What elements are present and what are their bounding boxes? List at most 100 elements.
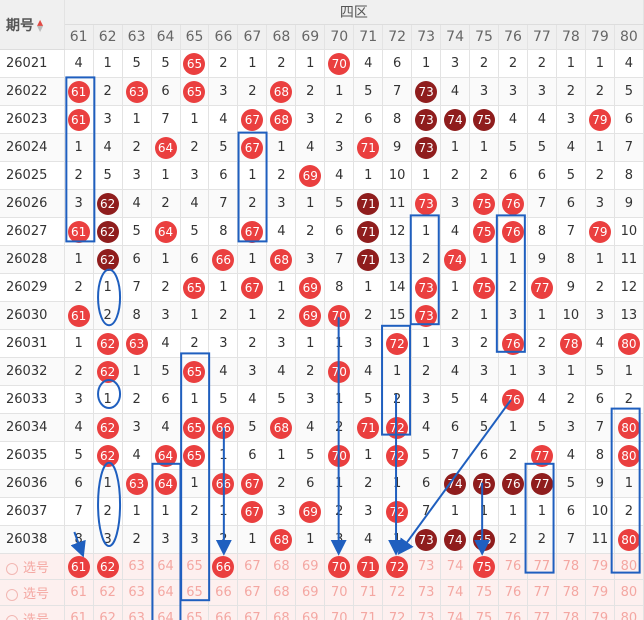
number-cell: 8 (556, 245, 586, 274)
select-number[interactable]: 72 (382, 605, 413, 620)
select-number[interactable]: 70 (324, 553, 355, 580)
select-cell-label[interactable]: 选号 (0, 605, 65, 620)
drawn-ball: 75 (473, 108, 496, 131)
number-cell: 80 (614, 441, 644, 470)
select-number[interactable]: 78 (556, 553, 586, 580)
select-number[interactable]: 76 (498, 553, 528, 580)
select-number[interactable]: 79 (585, 579, 615, 606)
selected-ball[interactable]: 61 (67, 555, 90, 578)
radio-icon[interactable] (6, 588, 18, 601)
select-number[interactable]: 61 (64, 579, 94, 606)
select-number[interactable]: 65 (180, 605, 210, 620)
number-cell: 76 (498, 385, 528, 414)
number-cell: 3 (208, 77, 239, 106)
select-number[interactable]: 73 (411, 605, 442, 620)
select-number[interactable]: 75 (469, 579, 499, 606)
select-number[interactable]: 80 (614, 605, 644, 620)
selected-ball[interactable]: 66 (212, 555, 235, 578)
select-number[interactable]: 77 (527, 605, 557, 620)
sort-icon[interactable]: ▲ ▼ (37, 17, 44, 33)
number-cell: 62 (93, 217, 123, 246)
select-number[interactable]: 61 (64, 605, 94, 620)
select-number[interactable]: 72 (382, 579, 413, 606)
select-number[interactable]: 71 (353, 605, 384, 620)
select-number[interactable]: 68 (266, 605, 297, 620)
selected-ball[interactable]: 62 (96, 555, 119, 578)
number-cell: 7 (440, 441, 471, 470)
select-cell-label[interactable]: 选号 (0, 579, 65, 606)
select-number[interactable]: 67 (237, 579, 268, 606)
radio-icon[interactable] (6, 562, 18, 575)
select-number[interactable]: 80 (614, 579, 644, 606)
select-number[interactable]: 74 (440, 553, 471, 580)
number-cell: 1 (585, 133, 615, 162)
select-number[interactable]: 75 (469, 605, 499, 620)
number-cell: 2 (324, 497, 355, 526)
select-number[interactable]: 75 (469, 553, 499, 580)
select-number[interactable]: 79 (585, 553, 615, 580)
select-number[interactable]: 64 (151, 553, 181, 580)
number-cell: 4 (151, 413, 181, 442)
select-number[interactable]: 63 (122, 553, 152, 580)
select-number[interactable]: 62 (93, 579, 123, 606)
number-cell: 5 (180, 217, 210, 246)
select-number[interactable]: 64 (151, 605, 181, 620)
number-cell: 5 (556, 469, 586, 498)
number-cell: 5 (353, 77, 384, 106)
select-number[interactable]: 70 (324, 605, 355, 620)
select-number[interactable]: 80 (614, 553, 644, 580)
number-cell: 3 (208, 329, 239, 358)
number-cell: 1 (93, 49, 123, 78)
radio-icon[interactable] (6, 614, 18, 620)
number-cell: 2 (440, 161, 471, 190)
number-cell: 66 (208, 245, 239, 274)
select-number[interactable]: 76 (498, 579, 528, 606)
select-number[interactable]: 73 (411, 579, 442, 606)
select-number[interactable]: 66 (208, 605, 239, 620)
select-number[interactable]: 69 (295, 553, 326, 580)
select-number[interactable]: 78 (556, 605, 586, 620)
select-number[interactable]: 77 (527, 579, 557, 606)
select-number[interactable]: 72 (382, 553, 413, 580)
select-number[interactable]: 74 (440, 579, 471, 606)
select-cell-label[interactable]: 选号 (0, 553, 65, 580)
select-number[interactable]: 66 (208, 553, 239, 580)
select-number[interactable]: 71 (353, 579, 384, 606)
select-number[interactable]: 63 (122, 579, 152, 606)
number-cell: 3 (556, 413, 586, 442)
select-number[interactable]: 65 (180, 579, 210, 606)
select-number[interactable]: 70 (324, 579, 355, 606)
number-cell: 3 (556, 105, 586, 134)
select-number[interactable]: 77 (527, 553, 557, 580)
select-number[interactable]: 71 (353, 553, 384, 580)
drawn-ball: 71 (357, 220, 380, 243)
select-number[interactable]: 78 (556, 579, 586, 606)
select-number[interactable]: 69 (295, 579, 326, 606)
select-number[interactable]: 62 (93, 605, 123, 620)
select-number[interactable]: 63 (122, 605, 152, 620)
select-number[interactable]: 68 (266, 579, 297, 606)
period-header[interactable]: 期号 ▲ ▼ (0, 0, 65, 50)
number-cell: 5 (295, 441, 326, 470)
select-number[interactable]: 68 (266, 553, 297, 580)
select-number[interactable]: 67 (237, 553, 268, 580)
select-number[interactable]: 74 (440, 605, 471, 620)
select-number[interactable]: 73 (411, 553, 442, 580)
select-number[interactable]: 65 (180, 553, 210, 580)
selected-ball[interactable]: 70 (328, 555, 351, 578)
select-number[interactable]: 79 (585, 605, 615, 620)
select-number[interactable]: 61 (64, 553, 94, 580)
number-cell: 5 (614, 77, 644, 106)
number-cell: 75 (469, 189, 499, 218)
selected-ball[interactable]: 71 (357, 555, 380, 578)
select-number[interactable]: 62 (93, 553, 123, 580)
select-number[interactable]: 66 (208, 579, 239, 606)
select-number[interactable]: 69 (295, 605, 326, 620)
select-number[interactable]: 67 (237, 605, 268, 620)
select-number[interactable]: 64 (151, 579, 181, 606)
selected-ball[interactable]: 75 (473, 555, 496, 578)
selected-ball[interactable]: 72 (386, 555, 409, 578)
select-number[interactable]: 76 (498, 605, 528, 620)
number-cell: 1 (411, 49, 442, 78)
